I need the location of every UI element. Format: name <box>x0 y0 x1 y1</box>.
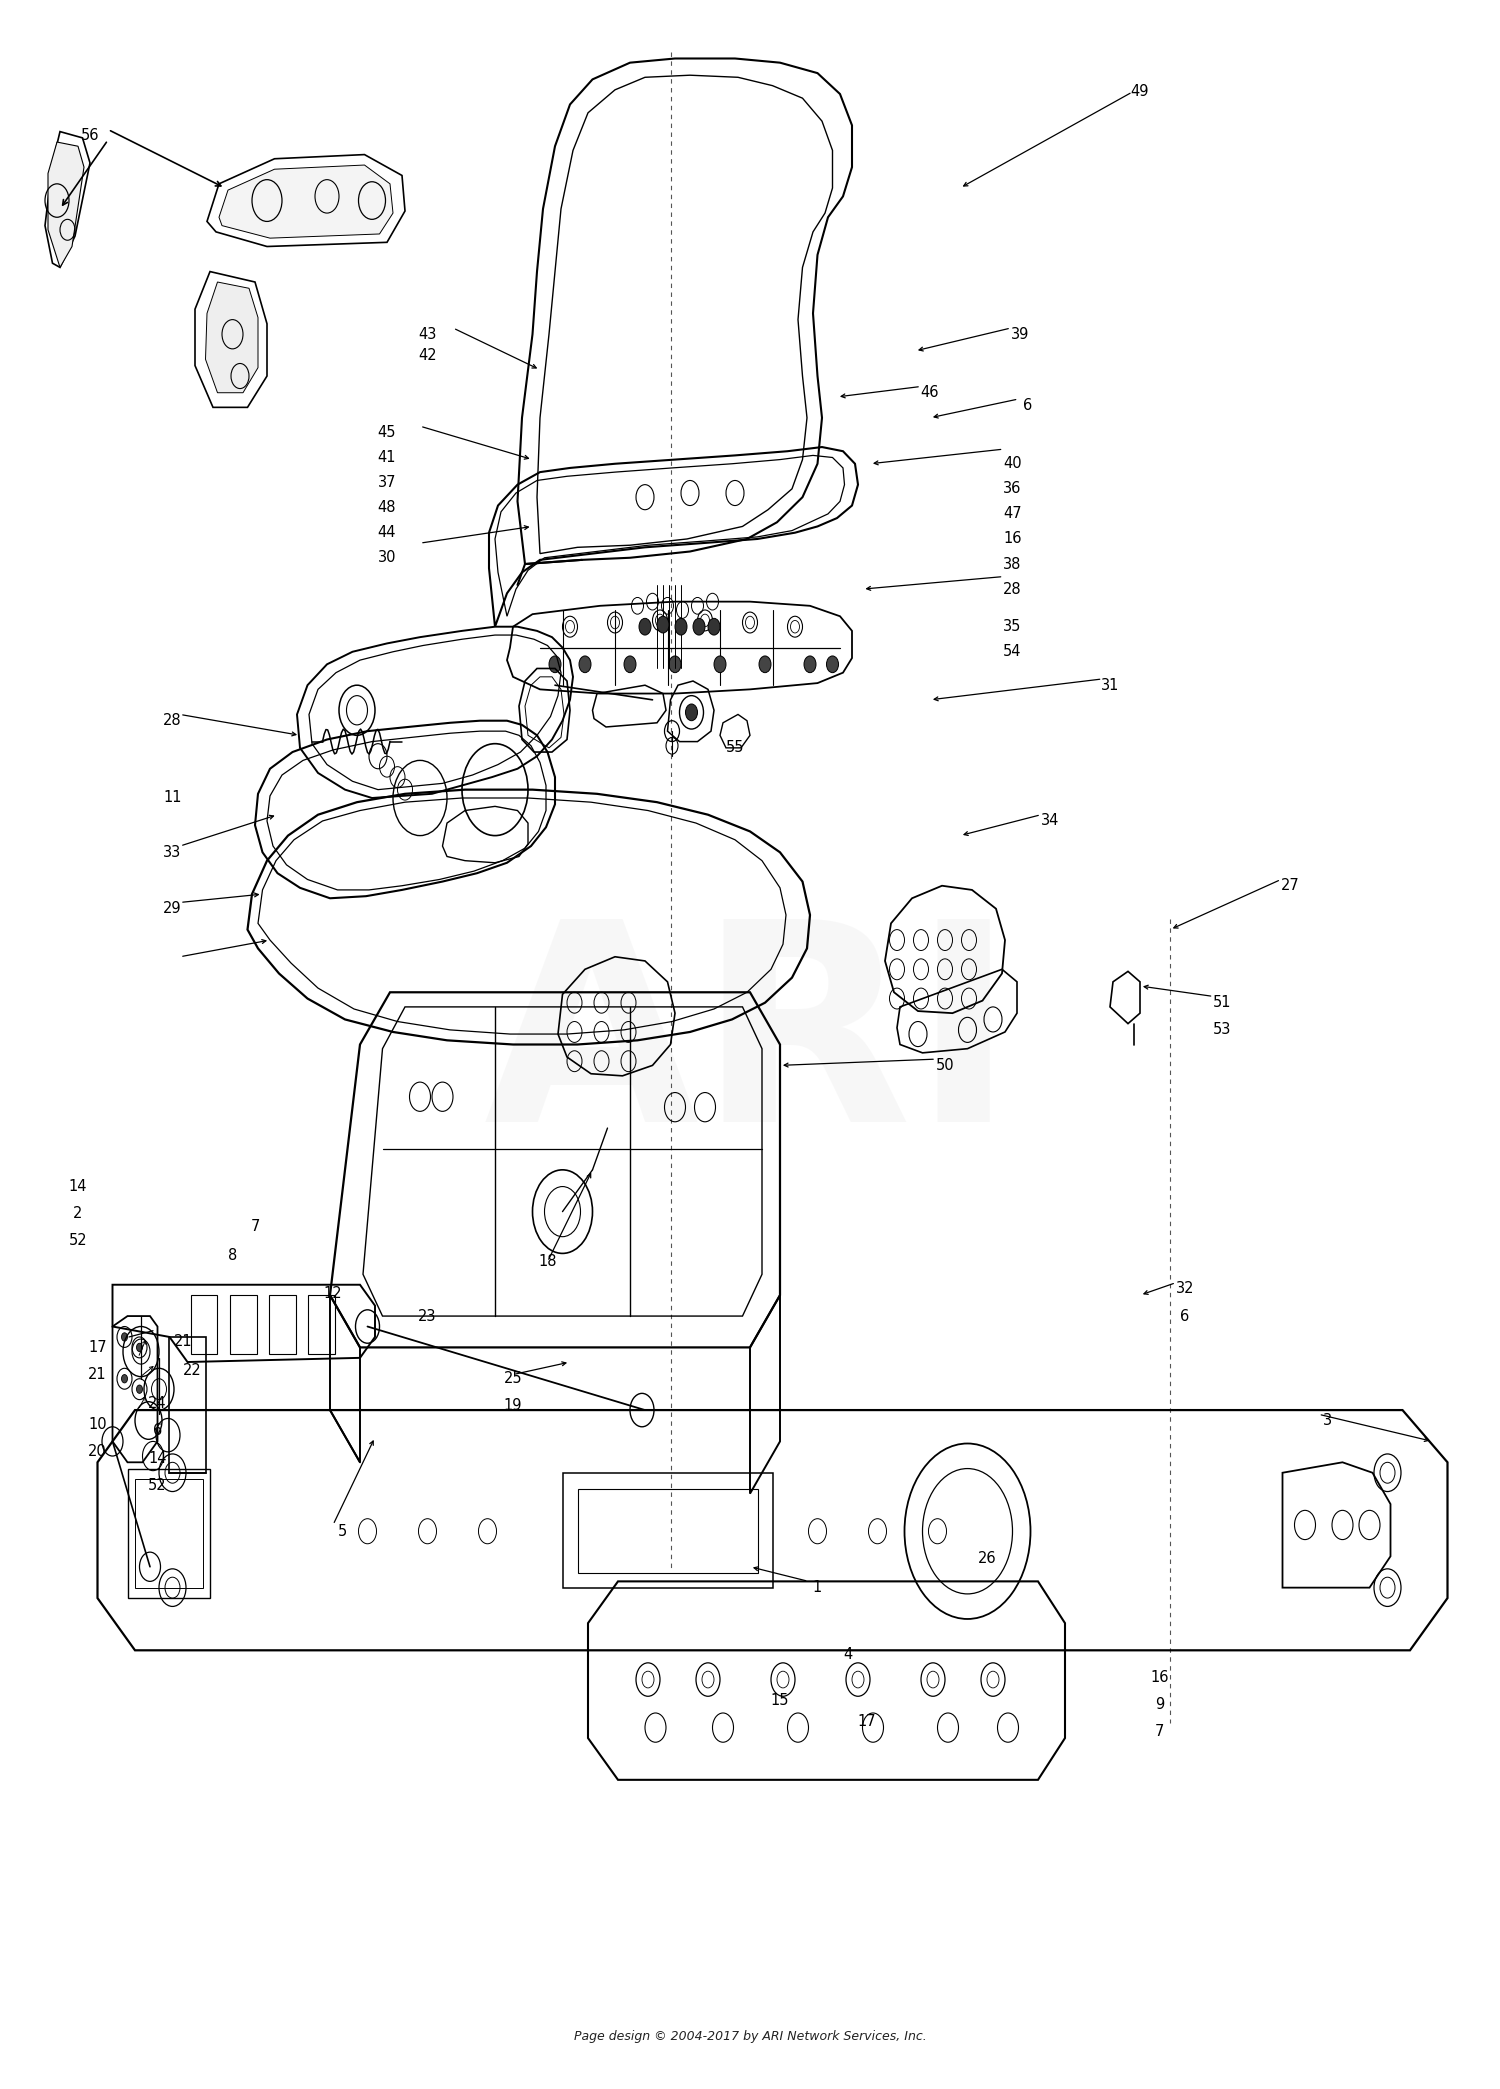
Text: 41: 41 <box>378 449 396 466</box>
Bar <box>190 1295 217 1354</box>
Circle shape <box>708 618 720 635</box>
Bar <box>268 1295 296 1354</box>
Text: 14: 14 <box>69 1178 87 1195</box>
Text: 26: 26 <box>978 1550 996 1567</box>
Circle shape <box>686 704 698 721</box>
Text: 16: 16 <box>1004 531 1022 547</box>
Text: 14: 14 <box>148 1450 166 1466</box>
Text: 45: 45 <box>378 424 396 441</box>
Text: 7: 7 <box>251 1218 260 1235</box>
Text: 46: 46 <box>921 384 939 401</box>
Text: 50: 50 <box>936 1057 954 1074</box>
Text: 36: 36 <box>1004 480 1022 497</box>
Text: 15: 15 <box>771 1692 789 1709</box>
Text: 39: 39 <box>1011 326 1029 343</box>
Text: 49: 49 <box>1131 84 1149 100</box>
Text: 30: 30 <box>378 549 396 566</box>
Text: 38: 38 <box>1004 556 1022 572</box>
Text: 5: 5 <box>338 1523 346 1540</box>
Circle shape <box>693 618 705 635</box>
Text: 53: 53 <box>1214 1022 1231 1038</box>
Text: 31: 31 <box>1101 677 1119 694</box>
Text: 6: 6 <box>153 1423 162 1439</box>
Text: 23: 23 <box>419 1308 436 1324</box>
Circle shape <box>624 656 636 673</box>
Text: 12: 12 <box>324 1285 342 1301</box>
Text: 27: 27 <box>1281 877 1299 894</box>
Bar <box>562 1473 772 1588</box>
Text: 17: 17 <box>858 1713 876 1730</box>
Text: 33: 33 <box>164 844 182 861</box>
Bar <box>578 1489 758 1573</box>
Bar <box>128 1469 210 1598</box>
Text: 54: 54 <box>1004 643 1022 660</box>
Circle shape <box>669 656 681 673</box>
Text: 22: 22 <box>183 1362 201 1379</box>
Circle shape <box>827 656 839 673</box>
Text: 56: 56 <box>81 127 99 144</box>
Text: 4: 4 <box>843 1646 852 1663</box>
Text: 1: 1 <box>813 1579 822 1596</box>
Text: 19: 19 <box>504 1398 522 1414</box>
Text: 34: 34 <box>1041 813 1059 829</box>
Circle shape <box>136 1385 142 1393</box>
Text: Page design © 2004-2017 by ARI Network Services, Inc.: Page design © 2004-2017 by ARI Network S… <box>573 2031 927 2043</box>
Text: 9: 9 <box>1155 1696 1164 1713</box>
Text: 17: 17 <box>88 1339 106 1356</box>
Text: 25: 25 <box>504 1370 522 1387</box>
Text: 44: 44 <box>378 524 396 541</box>
Text: 28: 28 <box>1004 581 1022 597</box>
Text: 11: 11 <box>164 790 182 806</box>
Text: 21: 21 <box>88 1366 106 1383</box>
Text: 6: 6 <box>1023 397 1032 414</box>
Circle shape <box>579 656 591 673</box>
Text: ARI: ARI <box>484 909 1016 1180</box>
Circle shape <box>759 656 771 673</box>
Text: 10: 10 <box>88 1416 106 1433</box>
Text: 52: 52 <box>69 1233 87 1249</box>
Text: 3: 3 <box>1323 1412 1332 1429</box>
Circle shape <box>657 616 669 633</box>
Bar <box>230 1295 256 1354</box>
Text: 24: 24 <box>148 1395 166 1412</box>
Text: 32: 32 <box>1176 1281 1194 1297</box>
Circle shape <box>804 656 816 673</box>
Circle shape <box>122 1375 128 1383</box>
Circle shape <box>639 618 651 635</box>
Text: 2: 2 <box>74 1205 82 1222</box>
Bar <box>135 1479 202 1588</box>
Text: 51: 51 <box>1214 994 1231 1011</box>
Text: 48: 48 <box>378 499 396 516</box>
Polygon shape <box>48 142 84 267</box>
Text: 6: 6 <box>1180 1308 1190 1324</box>
Text: 18: 18 <box>538 1253 556 1270</box>
Circle shape <box>549 656 561 673</box>
Text: 29: 29 <box>164 900 182 917</box>
Text: 21: 21 <box>174 1333 192 1349</box>
Circle shape <box>675 618 687 635</box>
Circle shape <box>136 1343 142 1352</box>
Text: 55: 55 <box>726 740 744 756</box>
Text: 35: 35 <box>1004 618 1022 635</box>
Text: 40: 40 <box>1004 455 1022 472</box>
Text: 28: 28 <box>164 712 182 729</box>
Text: 8: 8 <box>228 1247 237 1264</box>
Text: 47: 47 <box>1004 506 1022 522</box>
Text: 42: 42 <box>419 347 436 363</box>
Circle shape <box>122 1333 128 1341</box>
Text: 43: 43 <box>419 326 436 343</box>
Text: 20: 20 <box>88 1443 106 1460</box>
Circle shape <box>714 656 726 673</box>
Polygon shape <box>219 165 393 238</box>
Bar <box>308 1295 334 1354</box>
Text: 16: 16 <box>1150 1669 1168 1686</box>
Text: 37: 37 <box>378 474 396 491</box>
Text: 52: 52 <box>148 1477 166 1494</box>
Polygon shape <box>206 282 258 393</box>
Text: 7: 7 <box>1155 1723 1164 1740</box>
